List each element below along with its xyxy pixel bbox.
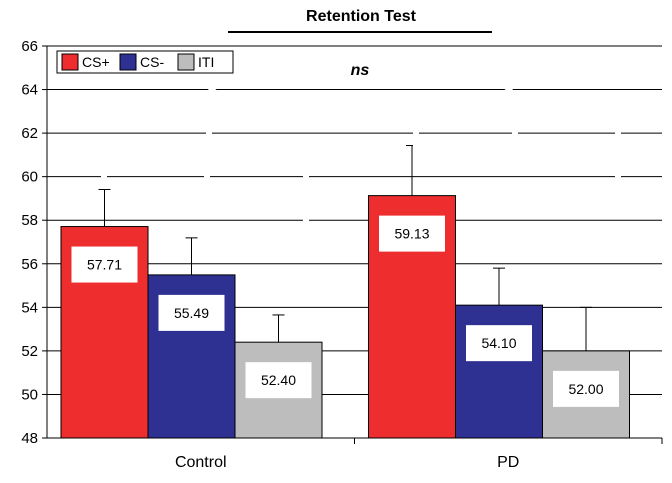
- y-tick-label: 52: [21, 343, 38, 360]
- x-tick-labels: Control PD: [175, 454, 519, 471]
- x-tick-label: Control: [175, 454, 227, 471]
- y-tick-label: 48: [21, 430, 38, 447]
- y-tick-label: 62: [21, 125, 38, 142]
- legend-swatch: [61, 53, 79, 71]
- y-tick-label: 58: [21, 212, 38, 229]
- axes: [42, 45, 663, 444]
- comparison-brackets: [101, 81, 621, 238]
- y-tick-label: 60: [21, 169, 38, 186]
- chart-title: Retention Test: [306, 8, 417, 25]
- y-tick-label: 54: [21, 299, 38, 316]
- legend-swatch: [177, 53, 195, 71]
- value-label: 57.71: [87, 257, 122, 273]
- significance-annotation: ns: [351, 62, 370, 79]
- value-label-box: [466, 325, 532, 362]
- value-label-box: [553, 370, 619, 407]
- value-label: 52.00: [568, 381, 603, 397]
- legend-label: ITI: [198, 54, 214, 70]
- x-tick-label: PD: [497, 454, 519, 471]
- y-tick-label: 50: [21, 386, 38, 403]
- y-tick-labels: 48 50 52 54 56 58 60 62 64 66: [21, 38, 38, 447]
- legend-label: CS-: [140, 54, 164, 70]
- y-tick-label: 64: [21, 82, 38, 99]
- y-tick-label: 56: [21, 256, 38, 273]
- value-label: 55.49: [174, 305, 209, 321]
- legend-swatch: [119, 53, 137, 71]
- value-label-box: [379, 215, 445, 252]
- value-labels: 57.71 55.49 52.40 59.13 54.10 52.00: [71, 215, 619, 407]
- value-label: 54.10: [481, 335, 516, 351]
- value-label-box: [245, 362, 312, 399]
- value-label-box: [71, 246, 138, 283]
- bar: [455, 304, 543, 439]
- value-label: 59.13: [394, 226, 429, 242]
- value-label-box: [158, 294, 225, 331]
- y-tick-label: 66: [21, 38, 38, 55]
- value-label: 52.40: [261, 372, 296, 388]
- legend-label: CS+: [82, 54, 110, 70]
- bracket-between: [206, 81, 515, 136]
- legend: CS+ CS- ITI: [56, 50, 234, 74]
